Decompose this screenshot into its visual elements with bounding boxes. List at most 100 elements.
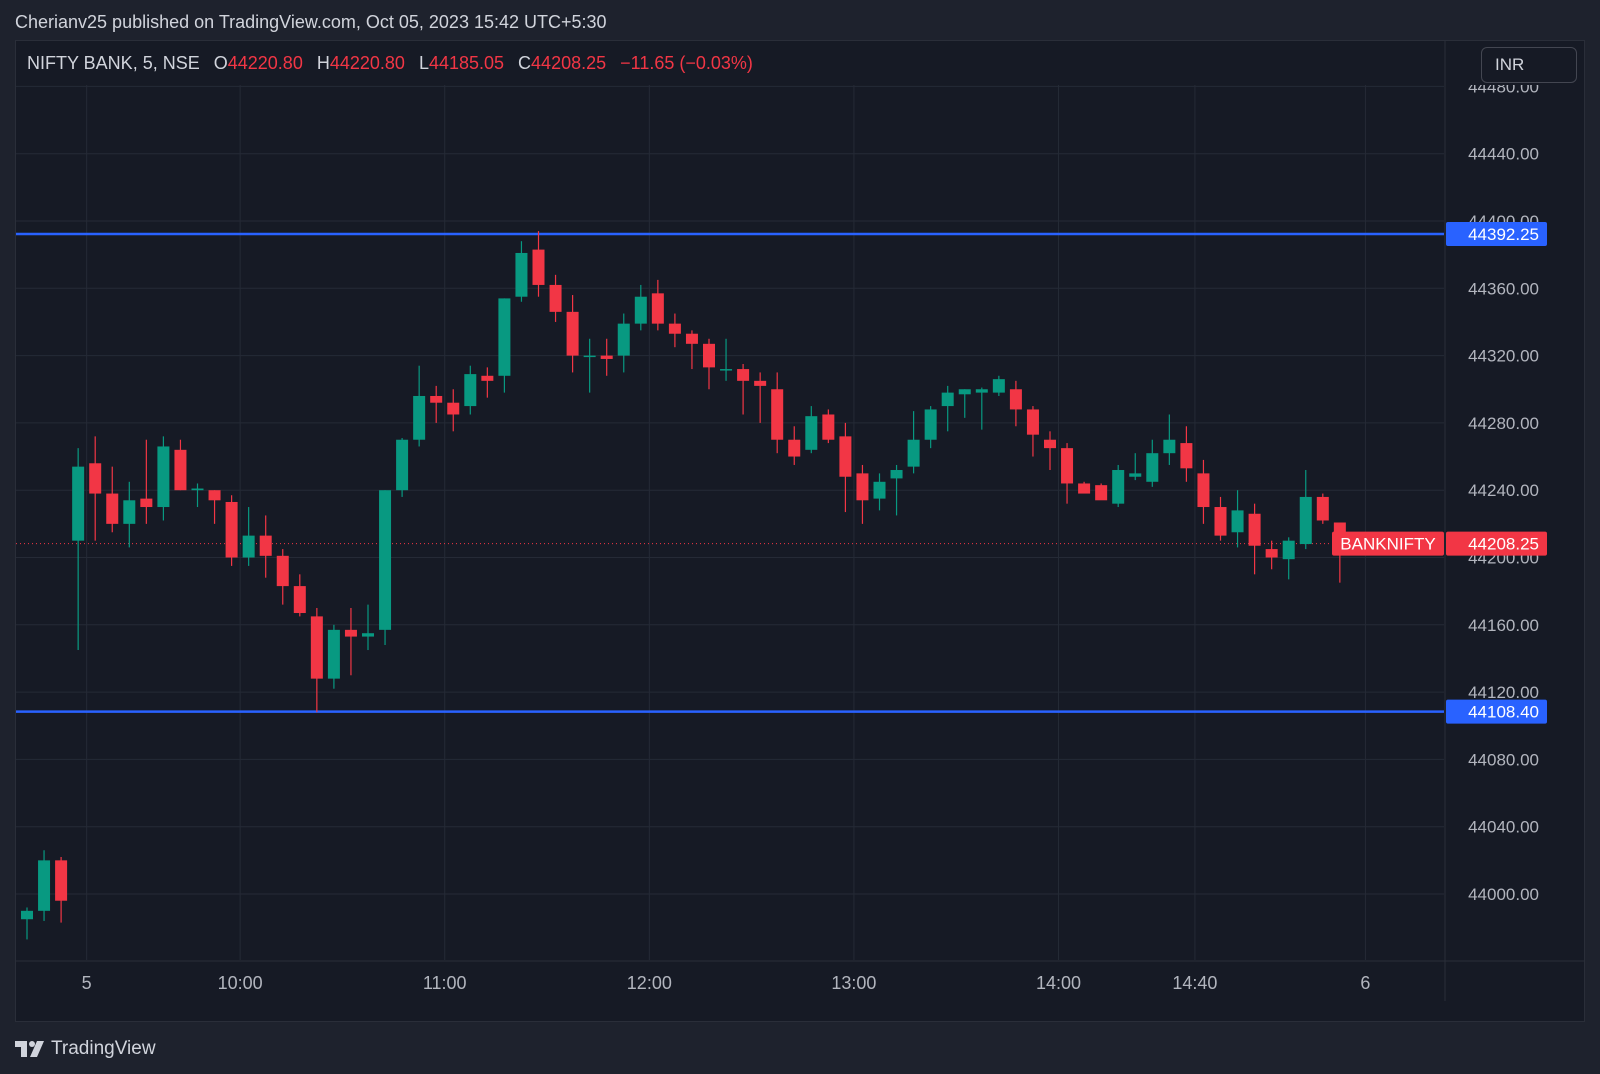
chart-panel[interactable] <box>15 40 1585 1022</box>
candle-body[interactable] <box>379 490 392 630</box>
candle-body[interactable] <box>617 323 630 356</box>
candle-body[interactable] <box>1214 507 1227 536</box>
candle-body[interactable] <box>924 409 937 440</box>
candle-body[interactable] <box>566 311 579 356</box>
candle-body[interactable] <box>191 488 204 491</box>
candle-body[interactable] <box>941 392 954 407</box>
symbol-tag-label: BANKNIFTY <box>1340 535 1435 554</box>
candle-body[interactable] <box>975 389 988 393</box>
candle-body[interactable] <box>293 586 306 614</box>
candle-body[interactable] <box>703 343 715 368</box>
candle-body[interactable] <box>600 355 613 359</box>
symbol-tag <box>1332 531 1444 556</box>
candle-body[interactable] <box>1316 496 1329 521</box>
candle-body[interactable] <box>225 501 238 558</box>
candle-body[interactable] <box>1231 510 1244 533</box>
candle-body[interactable] <box>89 463 102 494</box>
candle-body[interactable] <box>1146 453 1159 482</box>
last-price-label: 44208.25 <box>1468 535 1539 554</box>
close-value: 44208.25 <box>531 53 607 73</box>
candle-body[interactable] <box>805 416 818 450</box>
candle-body[interactable] <box>1095 485 1108 501</box>
tradingview-logo[interactable]: TradingView <box>15 1038 156 1060</box>
close-label: C <box>518 53 532 73</box>
x-tick-label: 14:00 <box>1036 973 1081 993</box>
candle-body[interactable] <box>822 414 835 440</box>
candle-body[interactable] <box>157 446 170 508</box>
candle-body[interactable] <box>958 389 971 395</box>
candle-body[interactable] <box>1009 389 1022 410</box>
candle-body[interactable] <box>327 629 340 679</box>
candle-body[interactable] <box>1061 448 1074 484</box>
candle-body[interactable] <box>1248 513 1261 546</box>
candle-body[interactable] <box>1180 443 1193 469</box>
candle-body[interactable] <box>737 369 750 381</box>
candle-body[interactable] <box>873 481 886 499</box>
candle-body[interactable] <box>771 389 784 440</box>
candle-body[interactable] <box>515 252 528 297</box>
candle-body[interactable] <box>464 374 477 407</box>
candle-body[interactable] <box>856 473 869 501</box>
candle-body[interactable] <box>1282 540 1295 560</box>
candle-body[interactable] <box>1265 549 1278 558</box>
y-tick-label: 44000.00 <box>1468 885 1539 904</box>
candle-body[interactable] <box>1078 483 1091 494</box>
candle-body[interactable] <box>344 629 357 637</box>
candle-body[interactable] <box>498 298 511 376</box>
candle-body[interactable] <box>276 555 289 587</box>
candle-body[interactable] <box>651 293 664 324</box>
candle-body[interactable] <box>447 402 460 415</box>
candle-body[interactable] <box>549 284 562 312</box>
candle-body[interactable] <box>140 498 153 508</box>
candle-body[interactable] <box>788 439 801 457</box>
candle-body[interactable] <box>413 395 426 440</box>
candle-body[interactable] <box>38 860 51 911</box>
low-label: L <box>418 53 429 73</box>
candle-body[interactable] <box>754 380 767 386</box>
candle-body[interactable] <box>1197 473 1210 508</box>
candle-body[interactable] <box>72 466 85 541</box>
price-line-label: 44108.40 <box>1468 703 1539 722</box>
candle-body[interactable] <box>396 439 409 491</box>
symbol-label[interactable]: NIFTY BANK, 5, NSE <box>27 53 200 73</box>
candle-body[interactable] <box>1129 473 1142 477</box>
candle-body[interactable] <box>481 375 494 381</box>
candle-body[interactable] <box>668 323 681 334</box>
candle-body[interactable] <box>242 535 255 558</box>
currency-button[interactable]: INR <box>1481 47 1577 83</box>
y-tick-label: 44120.00 <box>1468 683 1539 702</box>
candle-body[interactable] <box>55 860 68 901</box>
open-value: 44220.80 <box>227 53 303 73</box>
candle-body[interactable] <box>1044 439 1056 449</box>
y-tick-label: 44240.00 <box>1468 481 1539 500</box>
candle-body[interactable] <box>208 490 221 501</box>
x-tick-label: 11:00 <box>423 973 467 993</box>
candle-body[interactable] <box>839 436 852 477</box>
candle-body[interactable] <box>106 493 119 524</box>
candle-body[interactable] <box>174 449 187 491</box>
candle-body[interactable] <box>21 910 33 920</box>
y-tick-label: 44480.00 <box>1468 77 1539 96</box>
ohlc-legend: NIFTY BANK, 5, NSE O44220.80 H44220.80 L… <box>27 53 762 74</box>
candle-body[interactable] <box>907 439 920 467</box>
candle-body[interactable] <box>430 395 443 403</box>
candle-body[interactable] <box>634 296 647 324</box>
candle-body[interactable] <box>1112 470 1125 504</box>
y-tick-label: 44320.00 <box>1468 347 1539 366</box>
candle-body[interactable] <box>685 333 698 344</box>
candle-body[interactable] <box>123 500 136 524</box>
candle-body[interactable] <box>890 470 903 479</box>
candle-body[interactable] <box>992 379 1005 393</box>
candle-body[interactable] <box>259 535 272 556</box>
candle-body[interactable] <box>532 249 545 285</box>
candle-body[interactable] <box>1163 439 1176 454</box>
candle-body[interactable] <box>720 369 733 371</box>
x-tick-label: 5 <box>82 973 92 993</box>
candle-body[interactable] <box>1299 496 1312 545</box>
candle-body[interactable] <box>362 633 374 637</box>
candle-body[interactable] <box>1026 409 1039 435</box>
change-value: −11.65 (−0.03%) <box>620 53 753 73</box>
candle-body[interactable] <box>310 616 323 679</box>
candle-body[interactable] <box>583 355 596 358</box>
